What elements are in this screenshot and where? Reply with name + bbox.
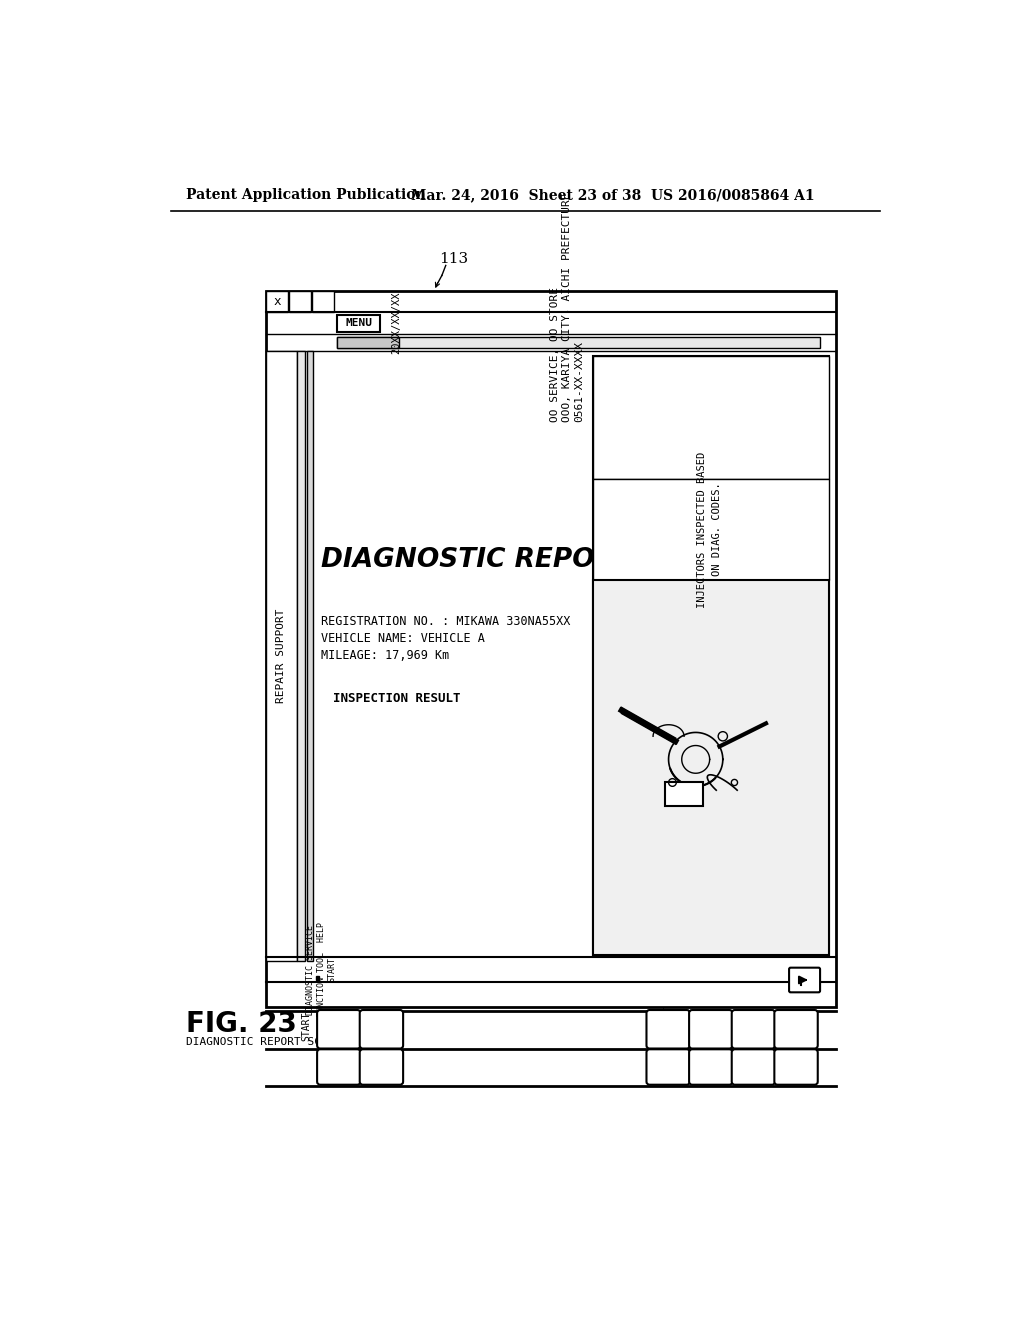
Text: INJECTORS INSPECTED BASED: INJECTORS INSPECTED BASED <box>697 451 707 607</box>
Text: 0561-XX-XXXX: 0561-XX-XXXX <box>574 341 585 422</box>
Text: ON DIAG. CODES.: ON DIAG. CODES. <box>713 483 722 577</box>
Bar <box>312 290 334 313</box>
Text: START: START <box>301 1011 311 1041</box>
Text: x: x <box>273 296 281 308</box>
Bar <box>266 290 836 1007</box>
Text: Patent Application Publication: Patent Application Publication <box>186 189 426 202</box>
Text: MILEAGE: 17,969 Km: MILEAGE: 17,969 Km <box>321 649 450 663</box>
Text: START: START <box>328 957 336 982</box>
Text: REGISTRATION NO. : MIKAWA 330NA55XX: REGISTRATION NO. : MIKAWA 330NA55XX <box>321 615 570 628</box>
Text: DIAGNOSTIC REPORT: DIAGNOSTIC REPORT <box>321 548 632 573</box>
Bar <box>665 783 703 805</box>
Bar <box>593 579 829 954</box>
FancyBboxPatch shape <box>646 1010 690 1048</box>
Bar <box>593 356 829 954</box>
FancyBboxPatch shape <box>359 1049 403 1085</box>
Text: OO SERVICE, OO STORE: OO SERVICE, OO STORE <box>550 286 559 422</box>
FancyBboxPatch shape <box>689 1010 732 1048</box>
FancyBboxPatch shape <box>359 1010 403 1048</box>
FancyBboxPatch shape <box>732 1010 775 1048</box>
Text: OOO, KARIYA CITY, AICHI PREFECTURE: OOO, KARIYA CITY, AICHI PREFECTURE <box>562 193 572 422</box>
FancyBboxPatch shape <box>317 1010 360 1048</box>
FancyBboxPatch shape <box>317 1049 360 1085</box>
Bar <box>289 290 311 313</box>
FancyBboxPatch shape <box>790 968 820 993</box>
Text: FIG. 23: FIG. 23 <box>186 1010 297 1038</box>
Text: 20XX/XX/XX: 20XX/XX/XX <box>391 292 401 355</box>
Text: 113: 113 <box>439 252 468 265</box>
FancyBboxPatch shape <box>646 1049 690 1085</box>
Text: Mar. 24, 2016  Sheet 23 of 38: Mar. 24, 2016 Sheet 23 of 38 <box>411 189 641 202</box>
Bar <box>593 356 829 479</box>
FancyBboxPatch shape <box>732 1049 775 1085</box>
Bar <box>315 977 319 979</box>
Bar <box>593 479 829 579</box>
FancyBboxPatch shape <box>774 1049 818 1085</box>
Bar <box>266 351 297 961</box>
FancyBboxPatch shape <box>689 1049 732 1085</box>
Text: DIAGNOSTIC REPORT SCREEN: DIAGNOSTIC REPORT SCREEN <box>186 1038 348 1047</box>
Text: US 2016/0085864 A1: US 2016/0085864 A1 <box>651 189 815 202</box>
FancyBboxPatch shape <box>774 1010 818 1048</box>
Bar <box>337 314 380 331</box>
Bar <box>307 351 313 961</box>
Text: INSPECTION RESULT: INSPECTION RESULT <box>333 693 460 705</box>
Bar <box>266 290 288 313</box>
Bar <box>266 1011 836 1049</box>
Text: REPAIR SUPPORT: REPAIR SUPPORT <box>276 609 287 704</box>
Text: VEHICLE NAME: VEHICLE A: VEHICLE NAME: VEHICLE A <box>321 632 484 645</box>
Text: DIAGNOSTIC SERVICE: DIAGNOSTIC SERVICE <box>306 924 315 1015</box>
Bar <box>337 337 399 348</box>
Bar <box>297 351 305 961</box>
Text: FUNCTION TOOL  HELP: FUNCTION TOOL HELP <box>317 923 327 1018</box>
Text: MENU: MENU <box>345 318 372 329</box>
Text: PROJECT: PROJECT <box>664 1006 673 1047</box>
Bar <box>337 337 820 348</box>
